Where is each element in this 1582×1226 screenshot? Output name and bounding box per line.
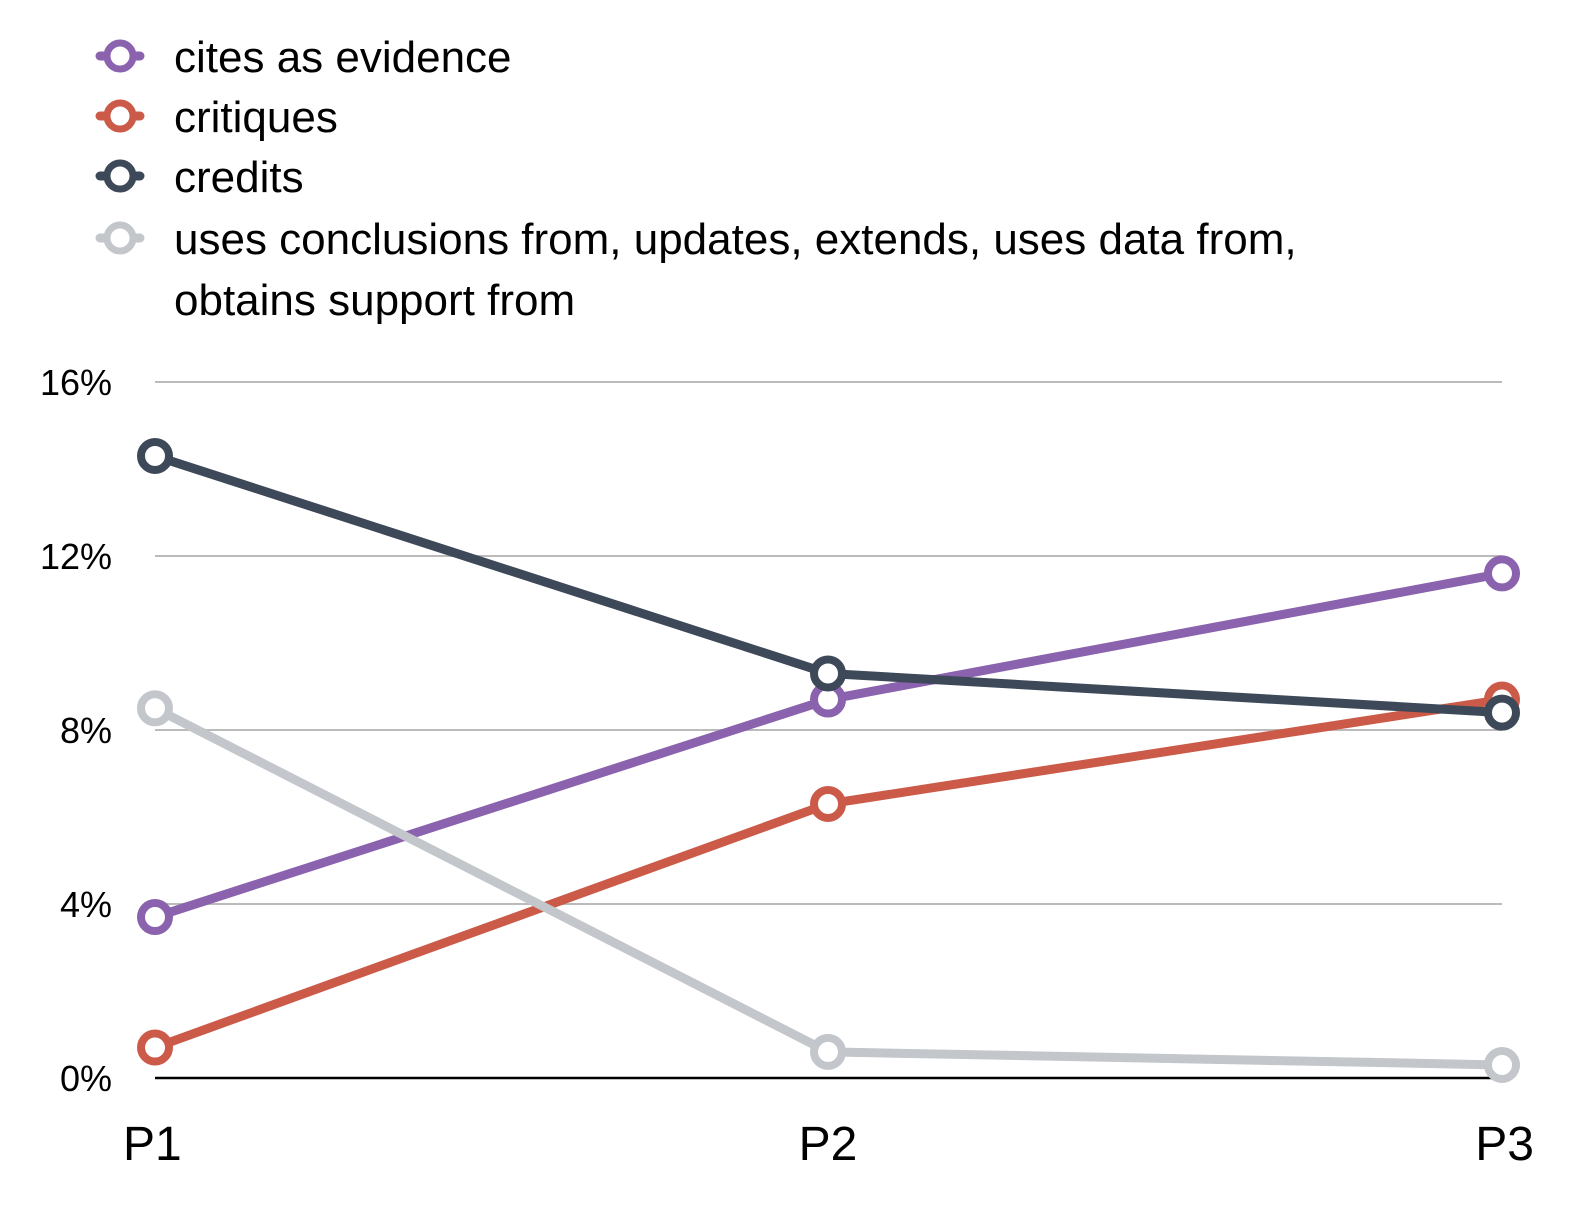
data-point — [137, 437, 173, 474]
y-tick-label: 12% — [40, 536, 112, 577]
legend-marker — [103, 221, 137, 255]
x-tick-label: P1 — [123, 1118, 182, 1171]
data-point — [1484, 555, 1520, 592]
data-point — [137, 690, 173, 727]
series-line — [150, 695, 1507, 1053]
series-2 — [137, 681, 1520, 1066]
x-tick-label: P2 — [799, 1118, 858, 1171]
x-axis-ticks: P1 P2 P3 — [123, 1118, 1534, 1171]
legend-marker — [103, 99, 137, 133]
data-point — [137, 899, 173, 936]
legend: cites as evidence critiques credits uses co… — [95, 33, 1297, 325]
legend-marker — [103, 159, 137, 193]
legend-item: critiques — [95, 93, 338, 142]
legend-item: cites as evidence — [95, 33, 512, 82]
y-tick-label: 0% — [60, 1058, 112, 1099]
series-line — [150, 568, 1507, 922]
series-1 — [137, 555, 1520, 936]
data-point — [137, 1029, 173, 1066]
legend-item: credits — [95, 153, 304, 202]
series-4 — [137, 690, 1520, 1083]
legend-label: credits — [174, 153, 304, 202]
legend-label: obtains support from — [174, 276, 575, 325]
data-point — [810, 785, 846, 822]
legend-label: uses conclusions from, updates, extends,… — [174, 215, 1297, 264]
data-point — [1484, 694, 1520, 731]
legend-item: uses conclusions from, updates, extends,… — [95, 215, 1297, 325]
grid-lines — [155, 381, 1502, 1080]
y-tick-label: 4% — [60, 884, 112, 925]
data-point — [810, 1033, 846, 1070]
y-axis-ticks: 0% 4% 8% 12% 16% — [40, 362, 112, 1099]
series-lines — [137, 437, 1520, 1083]
legend-label: critiques — [174, 93, 338, 142]
y-tick-label: 8% — [60, 710, 112, 751]
y-tick-label: 16% — [40, 362, 112, 403]
x-tick-label: P3 — [1475, 1118, 1534, 1171]
legend-label: cites as evidence — [174, 33, 512, 82]
legend-marker — [103, 39, 137, 73]
series-line — [150, 703, 1507, 1070]
data-point — [1484, 1046, 1520, 1083]
series-3 — [137, 437, 1520, 731]
data-point — [810, 655, 846, 692]
